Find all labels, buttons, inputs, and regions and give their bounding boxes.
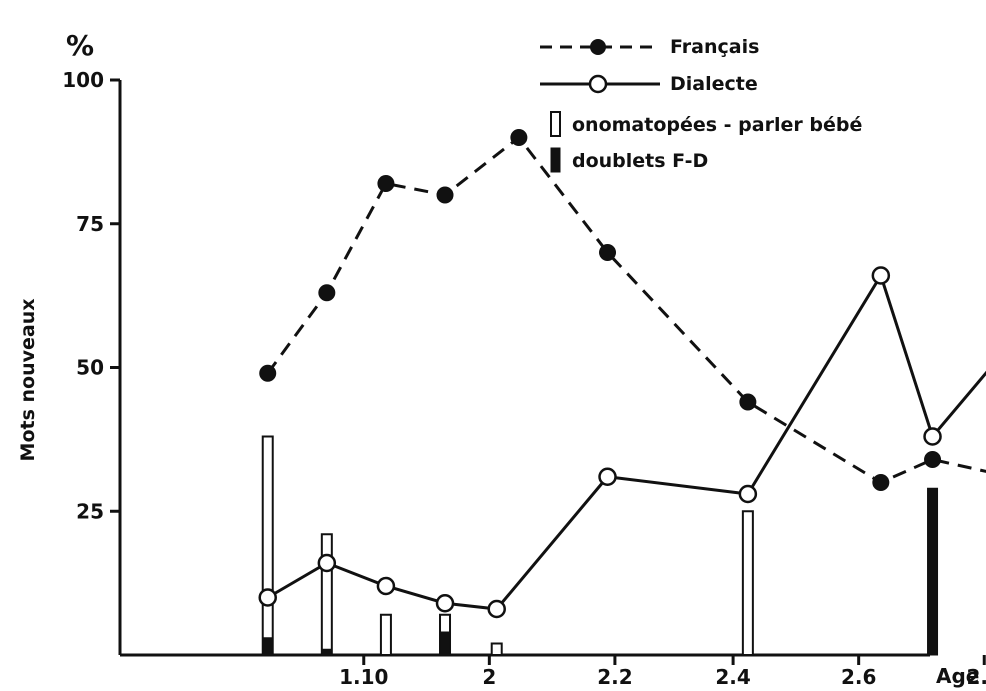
legend-francais-label: Français	[670, 36, 759, 58]
data-point-dialecte	[738, 484, 758, 504]
doublets-bar	[321, 648, 333, 656]
legend-item-onomatopees: onomatopées - parler bébé	[550, 111, 862, 137]
data-point-francais	[872, 474, 890, 491]
doublets-bar	[439, 631, 451, 656]
axes	[118, 80, 930, 657]
legend-doublets-swatch	[550, 147, 561, 173]
data-point-dialecte	[258, 588, 277, 607]
x-tick-label: 2.6	[841, 665, 876, 689]
x-tick-label: 2.2	[597, 665, 632, 689]
y-tick-label: 25	[76, 499, 104, 523]
onomatopees-bar	[490, 642, 503, 656]
data-point-dialecte	[871, 266, 891, 285]
data-point-francais	[510, 129, 528, 146]
legend-francais-marker	[590, 39, 606, 55]
legend-item-dialecte: Dialecte	[540, 73, 758, 95]
y-unit-label: %	[66, 29, 94, 62]
doublets-bar	[927, 487, 939, 656]
series-line-francais	[266, 135, 986, 485]
data-point-francais	[318, 284, 336, 302]
data-point-francais	[599, 244, 617, 261]
x-tick-label: 2.8	[967, 665, 986, 689]
x-tick-label: 1.10	[339, 665, 388, 689]
data-point-francais	[259, 364, 277, 382]
data-point-dialecte	[376, 576, 396, 596]
y-tick-label: 100	[62, 68, 104, 92]
y-tick-label: 75	[76, 212, 104, 236]
y-tick-label: 50	[76, 356, 104, 380]
onomatopees-bar	[741, 510, 754, 656]
legend-item-francais: Français	[540, 36, 759, 58]
doublets-bar	[262, 637, 274, 656]
legend-dialecte-label: Dialecte	[670, 73, 758, 95]
data-point-francais	[377, 175, 395, 192]
data-point-dialecte	[317, 553, 337, 573]
onomatopees-bar	[320, 533, 333, 656]
data-point-francais	[436, 186, 454, 204]
legend-item-doublets: doublets F-D	[550, 147, 708, 173]
onomatopees-bar	[379, 613, 392, 656]
data-point-dialecte	[487, 599, 506, 619]
data-point-francais	[924, 451, 942, 468]
x-axis-title: Age	[936, 664, 979, 688]
legend: Français Dialecte onomatopées - parler b…	[540, 36, 862, 173]
x-tick-label: 2.4	[715, 665, 750, 689]
legend-dialecte-marker	[588, 74, 608, 94]
data-point-dialecte	[598, 467, 617, 486]
data-point-dialecte	[435, 594, 455, 613]
bars-layer	[261, 435, 939, 656]
lines-layer	[258, 129, 986, 619]
y-axis-title: Mots nouveaux	[17, 299, 39, 462]
legend-doublets-label: doublets F-D	[572, 150, 708, 172]
legend-onomatopees-swatch	[550, 111, 561, 137]
data-point-francais	[739, 393, 757, 411]
legend-onomatopees-label: onomatopées - parler bébé	[572, 114, 862, 136]
series-line-dialecte	[266, 271, 986, 611]
data-point-dialecte	[923, 427, 942, 446]
x-tick-label: 2	[482, 665, 496, 689]
onomatopees-bar	[261, 435, 274, 656]
